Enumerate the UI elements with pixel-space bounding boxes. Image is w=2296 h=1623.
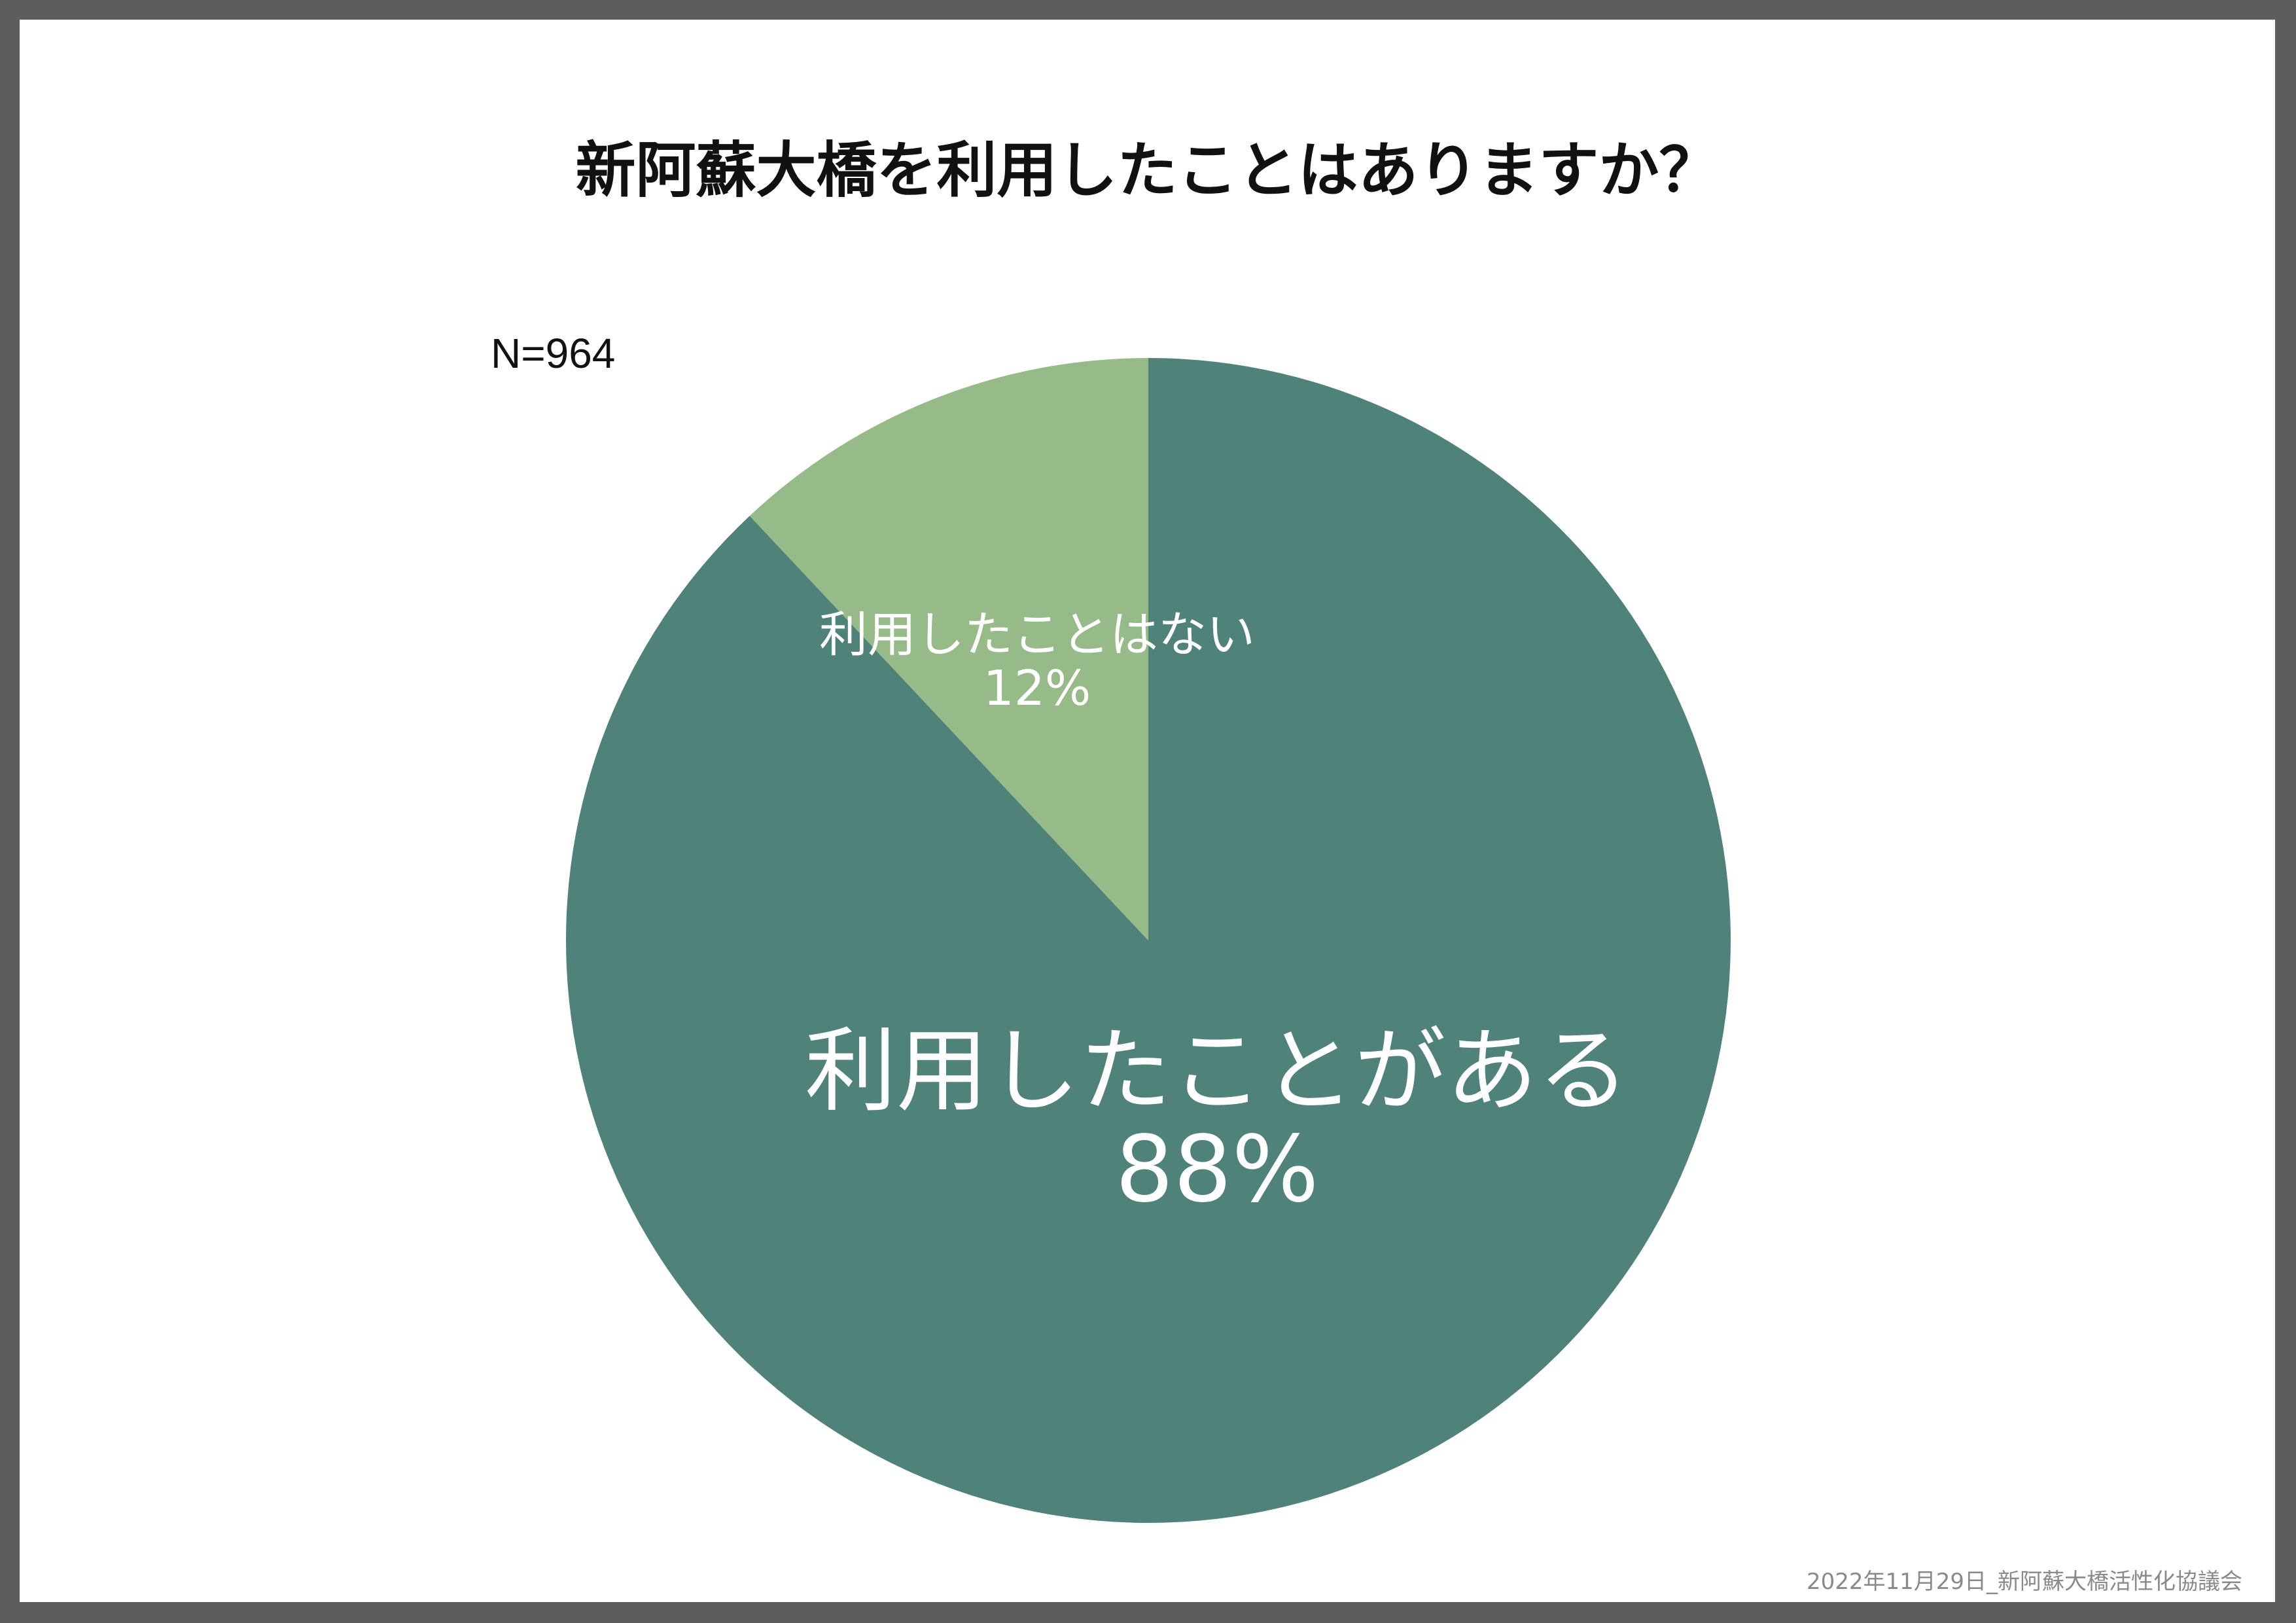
pie-slice-2 [749, 358, 1148, 940]
slice-label-2: 利用したことはない [819, 607, 1255, 663]
sample-size-label: N=964 [491, 330, 616, 377]
slice-value-label-2: 12% [983, 660, 1091, 717]
slice-value-label-1: 88% [1115, 1116, 1318, 1223]
pie-slices [565, 358, 1731, 1523]
slide: 新阿蘇大橋を利用したことはありますか？ N=964 利用したことがある 88% 利用… [20, 20, 2275, 1602]
chart-title: 新阿蘇大橋を利用したことはありますか？ [575, 135, 1720, 205]
slice-label-1: 利用したことがある [805, 1018, 1629, 1125]
footer-note: 2022年11月29日_新阿蘇大橋活性化協議会 [1806, 1569, 2242, 1595]
